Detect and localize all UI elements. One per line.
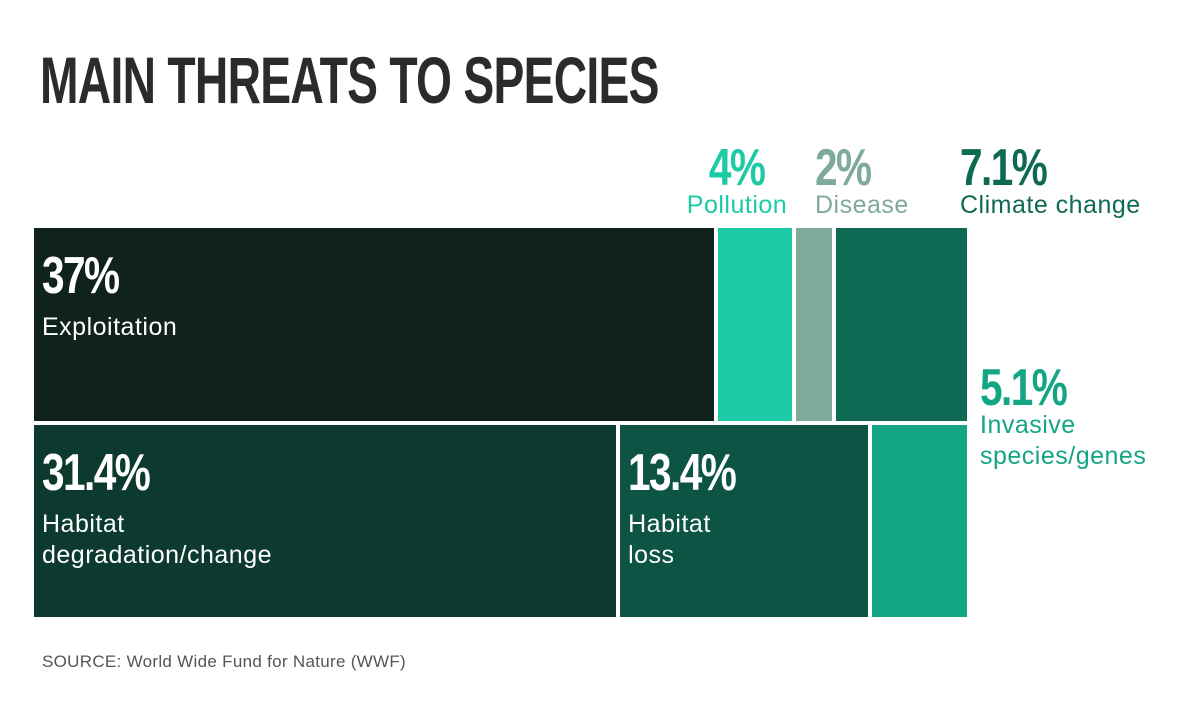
- tile: [872, 424, 967, 617]
- category-label: Climate change: [960, 191, 1141, 219]
- tile: [836, 228, 967, 421]
- value-label: 37%: [42, 247, 120, 305]
- chart-title: MAIN THREATS TO SPECIES: [40, 43, 659, 117]
- tile: [718, 228, 792, 421]
- category-label: Exploitation: [42, 313, 178, 341]
- value-label: 4%: [709, 139, 766, 197]
- category-label: Habitat degradation/change: [42, 509, 273, 569]
- category-label: Habitat loss: [628, 509, 711, 569]
- tile: [34, 424, 617, 617]
- tile: [34, 228, 715, 421]
- category-label: Pollution: [686, 191, 788, 219]
- value-label: 2%: [815, 139, 872, 197]
- category-label: Disease: [815, 191, 909, 219]
- tile: [620, 424, 869, 617]
- value-label: 5.1%: [980, 359, 1068, 417]
- value-label: 7.1%: [960, 139, 1048, 197]
- value-label: 31.4%: [42, 443, 151, 502]
- value-label: 13.4%: [628, 443, 737, 502]
- source-note: SOURCE: World Wide Fund for Nature (WWF): [42, 652, 407, 671]
- tile: [795, 228, 833, 421]
- category-label: Invasive species/genes: [980, 411, 1147, 470]
